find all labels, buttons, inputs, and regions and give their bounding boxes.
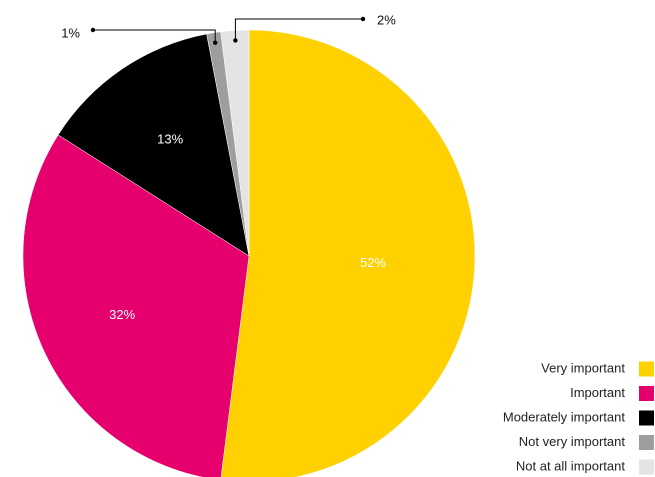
pie-slice-not-at-all-important [220,29,250,257]
legend-item-not-at-all-important: Not at all important [516,458,654,475]
callout-label-not-at-all-important: 2% [377,12,396,27]
legend-swatch-not-very-important [639,435,654,450]
callout-dot-not-very-important [213,40,218,45]
pie-slices [22,29,476,477]
callout-label-not-very-important: 1% [61,25,80,40]
pie-slice-moderately-important [57,33,250,257]
callout-not-very-important: 1% [61,25,218,45]
callout-dot-not-at-all-important [233,38,238,43]
callout-end-dot-not-at-all-important [360,16,366,22]
pie-slice-very-important [220,29,476,477]
legend-item-important: Important [570,385,654,401]
legend-label-very-important: Very important [541,360,625,375]
callout-end-dot-not-very-important [90,27,96,33]
slice-label-very-important: 52% [360,255,386,270]
legend-label-not-very-important: Not very important [519,434,626,449]
legend-item-not-very-important: Not very important [519,434,654,450]
legend-item-moderately-important: Moderately important [503,409,654,426]
legend-swatch-not-at-all-important [639,459,654,475]
slice-callouts: 1% 2% [61,12,396,45]
callout-line-not-very-important [93,29,216,43]
callout-not-at-all-important: 2% [233,12,396,43]
legend-label-not-at-all-important: Not at all important [516,458,625,473]
legend-label-moderately-important: Moderately important [503,409,625,424]
slice-label-moderately-important: 13% [157,132,183,147]
legend-label-important: Important [570,385,625,400]
slice-labels: 52% 32% 13% [109,132,386,323]
legend-swatch-moderately-important [639,410,654,426]
callout-line-not-at-all-important [234,18,363,41]
legend-swatch-very-important [639,361,654,377]
legend: Very important Important Moderately import… [503,360,654,475]
legend-item-very-important: Very important [541,360,654,377]
slice-label-important: 32% [109,307,135,322]
legend-swatch-important [639,386,654,401]
